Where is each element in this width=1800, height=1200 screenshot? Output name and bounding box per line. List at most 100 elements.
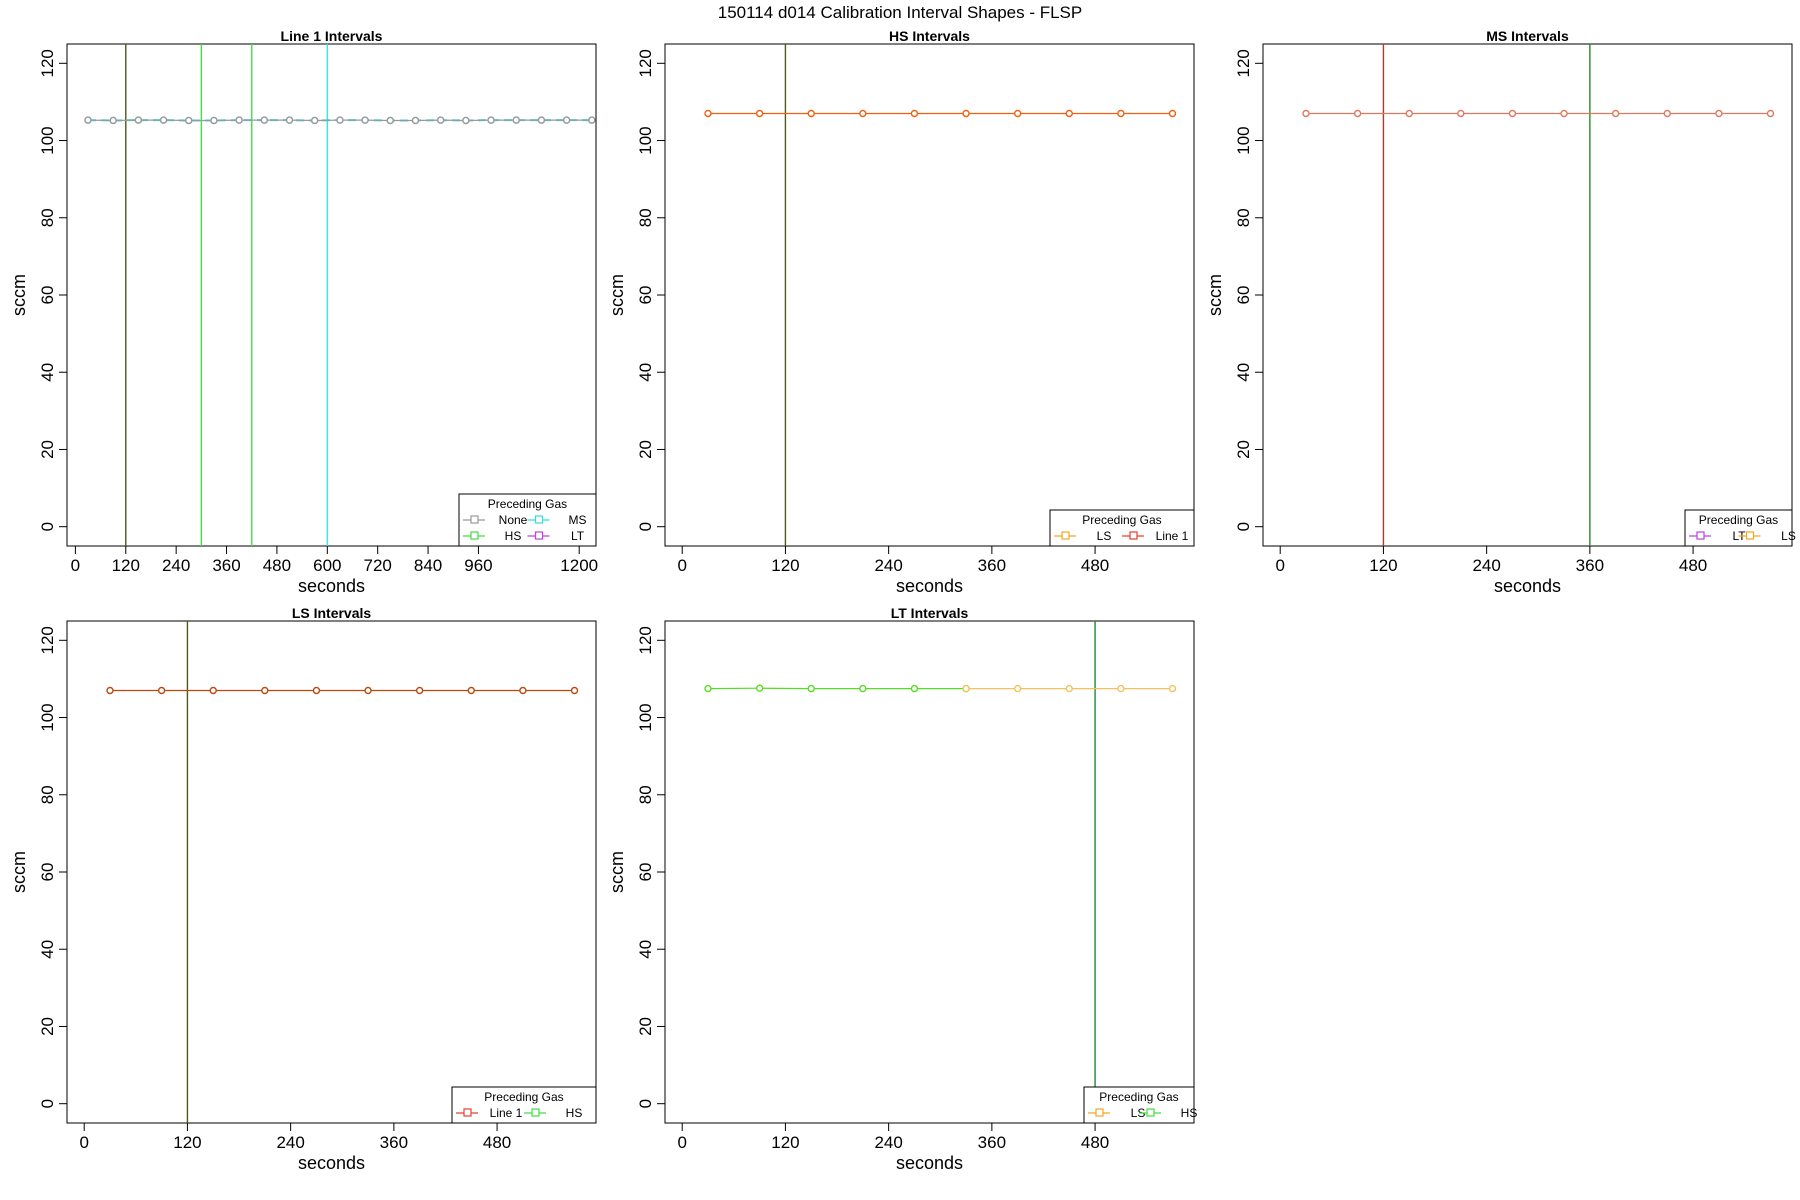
panel-title: LS Intervals [292, 605, 372, 621]
y-tick-label: 20 [38, 440, 57, 459]
x-axis-label: seconds [1494, 576, 1561, 596]
y-tick-label: 60 [38, 286, 57, 305]
plot-frame [664, 43, 1195, 547]
x-tick-label: 240 [874, 1133, 902, 1152]
legend-title: Preceding Gas [1082, 513, 1161, 527]
x-tick-label: 120 [112, 556, 140, 575]
x-tick-label: 120 [173, 1133, 201, 1152]
x-tick-label: 600 [313, 556, 341, 575]
y-tick-label: 20 [636, 1017, 655, 1036]
data-point [109, 116, 117, 125]
data-point [462, 116, 470, 125]
x-tick-label: 240 [276, 1133, 304, 1152]
data-point [807, 684, 815, 693]
y-axis-label: sccm [1205, 274, 1225, 316]
x-axis-label: seconds [896, 1153, 963, 1173]
x-tick-label: 720 [363, 556, 391, 575]
data-point [84, 116, 92, 124]
data-point [1405, 109, 1413, 118]
legend-label: HS [566, 1106, 583, 1120]
data-point [962, 109, 970, 118]
x-tick-label: 1200 [560, 556, 598, 575]
x-tick-label: 240 [874, 556, 902, 575]
data-point [209, 686, 217, 695]
data-point [859, 684, 867, 693]
data-point [910, 684, 919, 693]
y-axis-label: sccm [607, 274, 627, 316]
y-axis-label: sccm [9, 274, 29, 316]
legend-swatch-marker [1146, 1108, 1155, 1117]
plot-frame [1262, 43, 1793, 547]
y-tick-label: 100 [38, 126, 57, 154]
data-point [436, 116, 445, 124]
x-tick-label: 0 [677, 556, 686, 575]
chart-panel-4: LS Intervals 0 120 240 360 480 0 20 40 60 80 100 120… [9, 605, 597, 1173]
y-tick-label: 120 [636, 626, 655, 654]
legend-entry: Line 1 [456, 1106, 523, 1120]
data-point [588, 116, 596, 124]
legend-label: HS [505, 529, 522, 543]
y-tick-label: 60 [636, 863, 655, 882]
data-point [1611, 109, 1620, 118]
data-point [537, 116, 546, 124]
x-tick-label: 120 [771, 1133, 799, 1152]
legend-label: LT [571, 529, 585, 543]
legend-title: Preceding Gas [1099, 1090, 1178, 1104]
chart-panel-5: LT Intervals 0 120 240 360 480 0 20 40 60 80 100 120… [607, 605, 1197, 1173]
data-point [1302, 109, 1310, 118]
data-point [411, 116, 420, 125]
data-point [235, 116, 243, 124]
y-tick-label: 100 [1234, 126, 1253, 154]
data-point [1117, 109, 1125, 118]
legend-swatch-marker [1061, 531, 1070, 540]
data-point [210, 116, 218, 125]
x-tick-label: 360 [212, 556, 240, 575]
y-tick-label: 120 [38, 49, 57, 77]
data-point [755, 109, 764, 118]
legend-box [1049, 509, 1195, 547]
data-point [1065, 684, 1073, 693]
legend-label: None [499, 513, 528, 527]
data-point [157, 686, 166, 695]
x-tick-label: 120 [771, 556, 799, 575]
y-tick-label: 80 [636, 785, 655, 804]
x-tick-label: 120 [1369, 556, 1397, 575]
y-tick-label: 40 [38, 940, 57, 959]
data-point [1663, 109, 1671, 118]
data-point [364, 686, 372, 695]
data-point [1013, 109, 1022, 118]
y-tick-label: 0 [636, 1099, 655, 1108]
y-tick-label: 20 [1234, 440, 1253, 459]
panel-title: LT Intervals [891, 605, 969, 621]
legend: Preceding Gas Line 1 HS [451, 1086, 597, 1124]
data-point [312, 686, 321, 695]
legend-entry: HS [524, 1106, 582, 1120]
y-tick-label: 120 [636, 49, 655, 77]
data-point [512, 116, 520, 124]
data-point [1353, 109, 1362, 118]
data-point [260, 116, 269, 124]
chart-panel-2: HS Intervals 0 120 240 360 480 0 20 40 60 80 100 120… [607, 28, 1195, 596]
y-tick-label: 0 [1234, 522, 1253, 531]
x-tick-label: 480 [1081, 556, 1109, 575]
legend-label: LS [1131, 1106, 1146, 1120]
data-point [1766, 109, 1775, 118]
plot-frame [66, 620, 597, 1124]
panel-title: MS Intervals [1486, 28, 1569, 44]
x-tick-label: 360 [380, 1133, 408, 1152]
data-point [386, 116, 394, 125]
legend-label: HS [1181, 1106, 1198, 1120]
x-axis-label: seconds [298, 576, 365, 596]
legend-entry: LS [1738, 529, 1796, 543]
data-point [336, 116, 344, 124]
legend-swatch-marker [1745, 531, 1755, 540]
legend-entry: LS [1054, 529, 1111, 543]
x-tick-label: 240 [1472, 556, 1500, 575]
y-tick-label: 0 [636, 522, 655, 531]
legend-box [1684, 509, 1793, 547]
legend: Preceding Gas None MS HS LT [458, 493, 597, 547]
data-point [562, 116, 571, 124]
